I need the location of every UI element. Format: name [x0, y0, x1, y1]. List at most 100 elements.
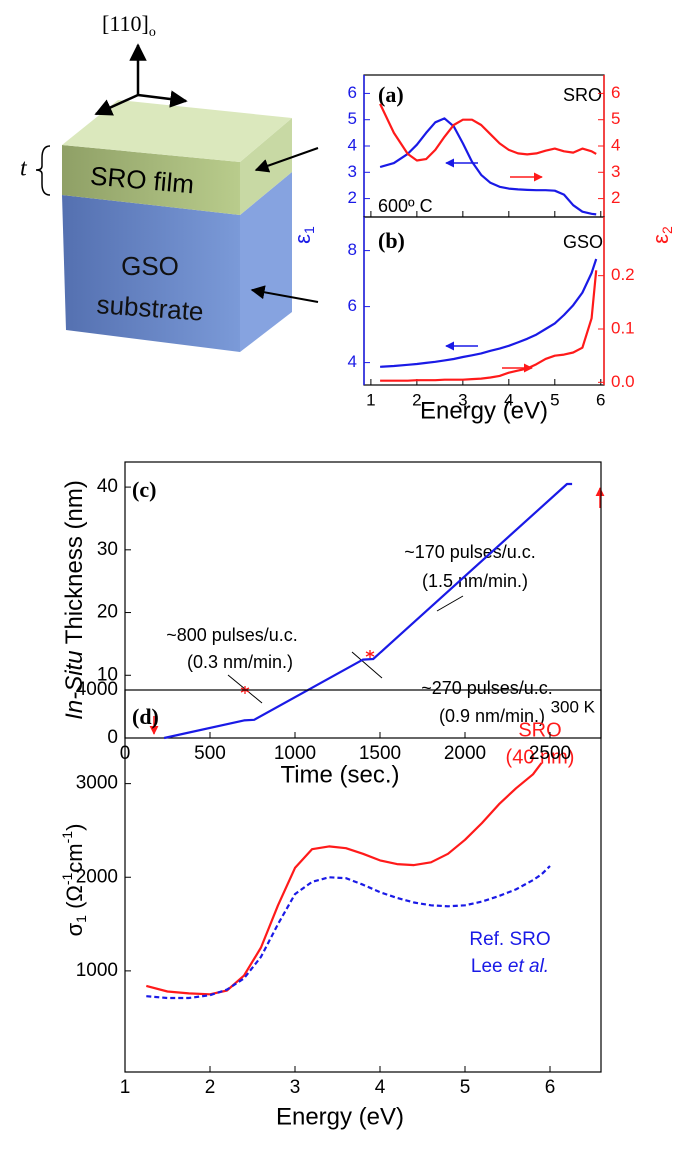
y-label-symbol: ε — [290, 234, 315, 244]
annotation: Ref. SRO — [469, 929, 550, 950]
y-tick-label: 4 — [348, 352, 357, 371]
y-label-part: -1 — [59, 872, 75, 885]
annotation: ~800 pulses/u.c. — [166, 625, 298, 645]
pointer-arrow — [250, 285, 319, 303]
y-tick-label: 8 — [348, 240, 357, 259]
y-label-part: (Ω — [62, 885, 87, 915]
y-axis-label: σ1 (Ω-1cm-1) — [59, 824, 89, 937]
annotation: 600º C — [378, 196, 433, 216]
y-tick-label: 2000 — [76, 866, 118, 887]
x-tick-label: 2 — [205, 1077, 216, 1098]
annotation: (0.9 nm/min.) — [439, 706, 545, 726]
y-tick-label: 1000 — [76, 960, 118, 981]
panel-label: (a) — [378, 82, 404, 107]
annotation: 300 K — [551, 697, 596, 716]
x-axis-label: Energy (eV) — [276, 1103, 404, 1130]
y-axis-label: In-Situ Thickness (nm) — [61, 480, 88, 720]
y-tick-label: 2 — [348, 188, 357, 207]
y2-tick-label: 2 — [611, 188, 620, 207]
y-tick-label: 4000 — [76, 679, 118, 700]
annotation: (0.3 nm/min.) — [187, 652, 293, 672]
annotation: (40 nm) — [506, 746, 575, 768]
y-tick-label: 0 — [107, 727, 118, 748]
annotation: Lee et al. — [471, 956, 549, 977]
x-axis-label: Energy (eV) — [420, 397, 548, 424]
brace — [35, 145, 51, 196]
substrate-side — [240, 172, 292, 352]
annotation: ~170 pulses/u.c. — [404, 542, 536, 562]
film-top — [62, 100, 292, 162]
y2-label-sub: 2 — [659, 226, 675, 234]
y2-tick-label: 6 — [611, 83, 620, 102]
series-line — [379, 103, 597, 162]
y-label-part: cm — [62, 843, 87, 872]
x-tick-label: 6 — [596, 390, 605, 409]
x-tick-label: 6 — [545, 1077, 556, 1098]
y-tick-label: 10 — [97, 664, 118, 685]
y2-tick-label: 5 — [611, 109, 620, 128]
x-tick-label: 4 — [375, 1077, 386, 1098]
x-tick-label: 1500 — [359, 743, 401, 764]
substrate-label: GSO — [121, 251, 179, 281]
y-tick-label: 4 — [348, 135, 357, 154]
x-tick-label: 1 — [366, 390, 375, 409]
y-label-part: 1 — [73, 915, 89, 923]
y-tick-label: 30 — [97, 539, 118, 560]
leader-line — [436, 595, 464, 612]
y-tick-label: 3 — [348, 162, 357, 181]
leader-line — [351, 651, 383, 679]
pointer-arrow — [254, 147, 319, 173]
y-tick-label: 5 — [348, 109, 357, 128]
axis-label: [110]o — [102, 11, 156, 40]
axis-arrow — [137, 90, 188, 108]
x-tick-label: 2500 — [529, 743, 571, 764]
film-front — [62, 145, 240, 215]
x-tick-label: 2 — [412, 390, 421, 409]
x-tick-label: 1000 — [274, 743, 316, 764]
y2-tick-label: 0.1 — [611, 318, 635, 337]
y-axis-label: ε1 — [290, 226, 317, 244]
x-tick-label: 5 — [550, 390, 559, 409]
y-label-part: Thickness (nm) — [61, 480, 88, 650]
y2-tick-label: 0.2 — [611, 265, 635, 284]
x-tick-label: 5 — [460, 1077, 471, 1098]
y-label-part: σ — [62, 922, 87, 936]
annotation: SRO — [518, 719, 561, 741]
annotation: SRO — [563, 85, 602, 105]
axis-label-main: [110] — [102, 11, 149, 36]
y-tick-label: 3000 — [76, 773, 118, 794]
y2-tick-label: 3 — [611, 162, 620, 181]
y2-label-symbol: ε — [648, 234, 673, 244]
substrate-label: substrate — [96, 289, 205, 326]
x-tick-label: 1 — [120, 1077, 131, 1098]
y-label-part: ) — [62, 824, 87, 831]
y-tick-label: 40 — [97, 476, 118, 497]
panel-label: (d) — [132, 704, 159, 729]
series-line — [163, 482, 573, 740]
series-line — [146, 762, 543, 996]
annotation: GSO — [563, 232, 603, 252]
reference-part: et al. — [508, 956, 549, 977]
y-tick-label: 20 — [97, 602, 118, 623]
asterisk — [365, 650, 375, 658]
y-tick-label: 6 — [348, 296, 357, 315]
y2-tick-label: 4 — [611, 135, 620, 154]
schematic: [110]o t SRO film GSO substrate — [20, 11, 319, 352]
x-tick-label: 4 — [504, 390, 513, 409]
y-tick-label: 6 — [348, 83, 357, 102]
x-tick-label: 3 — [290, 1077, 301, 1098]
series-line — [380, 258, 598, 368]
panel-label: (b) — [378, 228, 405, 253]
axis-label-sub: o — [149, 25, 156, 40]
x-tick-label: 500 — [194, 743, 226, 764]
series-line — [380, 270, 598, 382]
plot-frame — [124, 461, 602, 739]
substrate-front — [62, 195, 240, 352]
x-axis-label: Time (sec.) — [280, 761, 399, 788]
annotation: (1.5 nm/min.) — [422, 571, 528, 591]
thickness-label: t — [20, 156, 28, 182]
series-line — [146, 865, 551, 1000]
y-label-part: In-Situ — [61, 650, 88, 719]
annotation: ~270 pulses/u.c. — [421, 678, 553, 698]
